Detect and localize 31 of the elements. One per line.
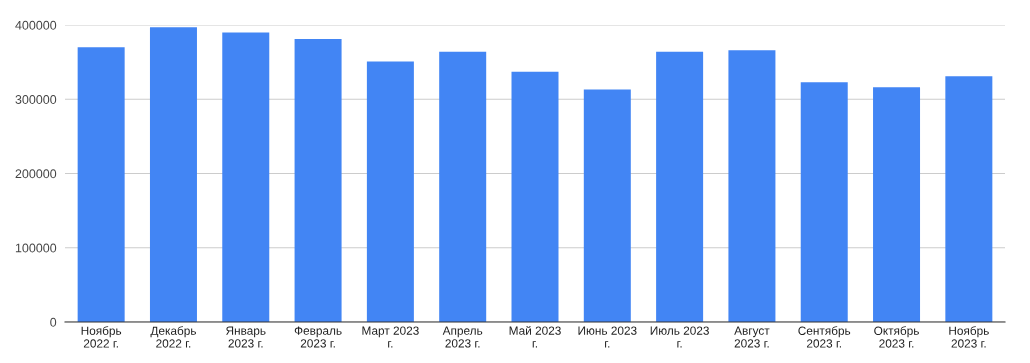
y-tick-label: 0	[50, 317, 57, 327]
bar	[439, 51, 487, 322]
bar	[77, 47, 125, 322]
y-tick-label: 400000	[15, 20, 57, 30]
x-tick-label: Июль 2023 г.	[650, 326, 709, 348]
bar	[873, 87, 921, 322]
x-tick-label: Май 2023 г.	[509, 325, 561, 348]
x-tick-label: Апрель 2023 г.	[442, 326, 483, 348]
x-tick-label: Январь 2023 г.	[226, 326, 266, 348]
y-tick-label: 100000	[15, 243, 57, 253]
x-tick-label: Сентябрь 2023 г.	[798, 326, 851, 348]
x-tick-label: Декабрь 2022 г.	[150, 326, 196, 348]
x-tick-label: Август 2023 г.	[734, 326, 770, 348]
bar	[583, 89, 631, 322]
x-tick-label: Ноябрь 2022 г.	[81, 326, 122, 348]
bar	[945, 76, 993, 322]
y-tick-label: 200000	[15, 169, 57, 179]
x-tick-label: Февраль 2023 г.	[294, 326, 342, 348]
bar	[800, 82, 848, 322]
bar	[222, 32, 270, 322]
x-tick-label: Октябрь 2023 г.	[874, 326, 919, 348]
bar	[366, 61, 414, 322]
y-tick-label: 300000	[15, 95, 57, 104]
x-tick-label: Июнь 2023 г.	[578, 326, 637, 348]
bar	[511, 71, 559, 322]
bar	[294, 39, 342, 322]
bar	[656, 51, 704, 322]
bar	[728, 50, 776, 322]
bar	[149, 27, 197, 322]
x-tick-label: Март 2023 г.	[362, 326, 419, 348]
x-tick-label: Ноябрь 2023 г.	[949, 326, 989, 348]
